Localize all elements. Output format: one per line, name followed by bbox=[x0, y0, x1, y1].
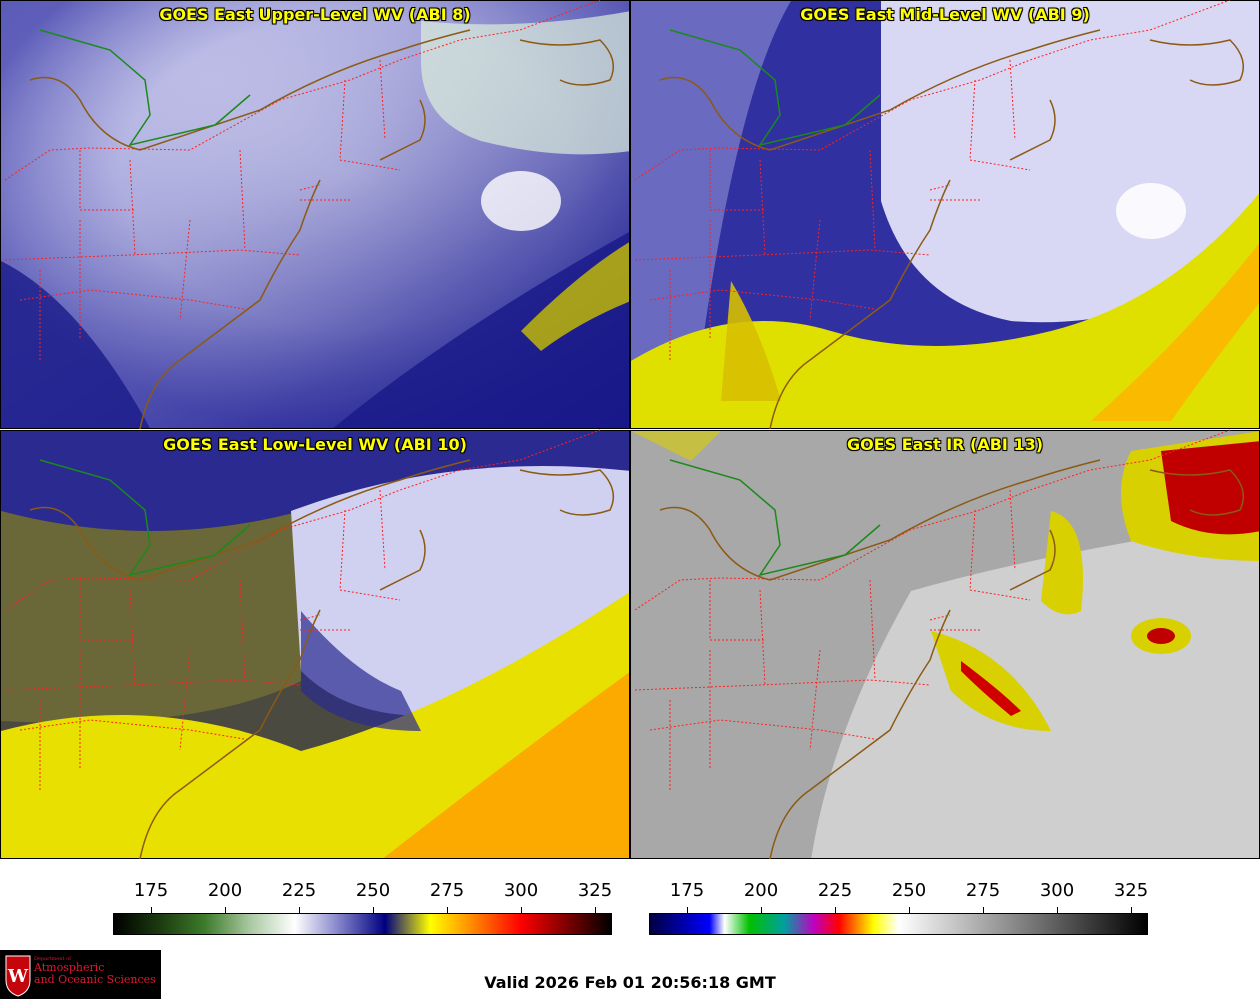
wv-tick-mark bbox=[521, 907, 522, 913]
low-level-wv-image bbox=[1, 431, 629, 858]
logo-line-1: Atmospheric bbox=[34, 961, 105, 974]
logo-text: Department of Atmospheric and Oceanic Sc… bbox=[34, 956, 156, 986]
panel-title: GOES East Upper-Level WV (ABI 8) bbox=[159, 5, 471, 24]
panel-title: GOES East Mid-Level WV (ABI 9) bbox=[800, 5, 1090, 24]
ir-tick-label: 200 bbox=[743, 880, 779, 901]
panel-title: GOES East IR (ABI 13) bbox=[846, 435, 1044, 454]
wv-tick-mark bbox=[595, 907, 596, 913]
ir-tick-mark bbox=[983, 907, 984, 913]
wv-colorbar-gradient bbox=[113, 913, 612, 935]
panel-title: GOES East Low-Level WV (ABI 10) bbox=[163, 435, 467, 454]
wv-tick-label: 275 bbox=[429, 880, 465, 901]
svg-text:W: W bbox=[7, 966, 29, 987]
wv-tick-mark bbox=[299, 907, 300, 913]
ir-image bbox=[631, 431, 1259, 858]
wv-tick-label: 200 bbox=[207, 880, 243, 901]
wv-tick-label: 250 bbox=[355, 880, 391, 901]
upper-level-wv-image bbox=[1, 1, 629, 428]
logo-line-2: and Oceanic Sciences bbox=[34, 973, 156, 986]
ir-tick-label: 225 bbox=[817, 880, 853, 901]
valid-time: Valid 2026 Feb 01 20:56:18 GMT bbox=[484, 973, 776, 992]
ir-colorbar: 175 200 225 250 275 300 325 bbox=[649, 880, 1148, 940]
logo-dept-line: Department of bbox=[34, 956, 71, 962]
mid-level-wv-image bbox=[631, 1, 1259, 428]
ir-colorbar-gradient bbox=[649, 913, 1148, 935]
ir-tick-label: 250 bbox=[891, 880, 927, 901]
panel-upper-level-wv: GOES East Upper-Level WV (ABI 8) bbox=[0, 0, 630, 429]
ir-tick-mark bbox=[1131, 907, 1132, 913]
wv-tick-label: 325 bbox=[577, 880, 613, 901]
panel-low-level-wv: GOES East Low-Level WV (ABI 10) bbox=[0, 430, 630, 859]
uw-crest-icon: W bbox=[5, 955, 31, 997]
ir-tick-mark bbox=[761, 907, 762, 913]
wv-tick-label: 300 bbox=[503, 880, 539, 901]
wv-tick-label: 225 bbox=[281, 880, 317, 901]
aos-logo: W Department of Atmospheric and Oceanic … bbox=[0, 950, 161, 999]
wv-colorbar: 175 200 225 250 275 300 325 bbox=[113, 880, 612, 940]
ir-tick-label: 325 bbox=[1113, 880, 1149, 901]
panel-ir: GOES East IR (ABI 13) bbox=[630, 430, 1260, 859]
ir-tick-mark bbox=[835, 907, 836, 913]
ir-tick-mark bbox=[909, 907, 910, 913]
wv-tick-mark bbox=[373, 907, 374, 913]
ir-tick-mark bbox=[687, 907, 688, 913]
wv-tick-label: 175 bbox=[133, 880, 169, 901]
ir-tick-label: 175 bbox=[669, 880, 705, 901]
ir-tick-mark bbox=[1057, 907, 1058, 913]
wv-tick-mark bbox=[151, 907, 152, 913]
ir-tick-label: 300 bbox=[1039, 880, 1075, 901]
panel-mid-level-wv: GOES East Mid-Level WV (ABI 9) bbox=[630, 0, 1260, 429]
ir-tick-label: 275 bbox=[965, 880, 1001, 901]
wv-tick-mark bbox=[225, 907, 226, 913]
wv-tick-mark bbox=[447, 907, 448, 913]
